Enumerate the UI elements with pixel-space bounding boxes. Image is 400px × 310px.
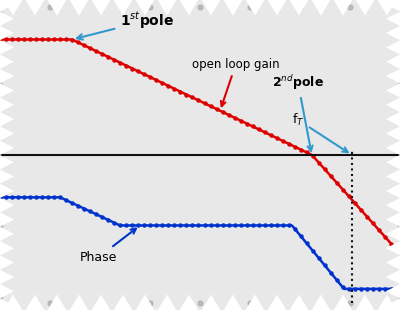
Polygon shape [0, 198, 14, 212]
Polygon shape [310, 0, 332, 16]
Polygon shape [222, 294, 244, 310]
Polygon shape [386, 126, 400, 141]
Polygon shape [386, 55, 400, 69]
Polygon shape [398, 294, 400, 310]
Polygon shape [386, 270, 400, 284]
Polygon shape [156, 294, 178, 310]
Polygon shape [200, 294, 222, 310]
Polygon shape [0, 26, 14, 40]
Polygon shape [0, 11, 14, 26]
Polygon shape [386, 212, 400, 227]
Text: Phase: Phase [80, 228, 136, 264]
Polygon shape [0, 169, 14, 184]
Polygon shape [376, 0, 398, 16]
Polygon shape [386, 198, 400, 212]
Polygon shape [386, 299, 400, 310]
Polygon shape [386, 169, 400, 184]
Polygon shape [0, 294, 2, 310]
Text: open loop gain: open loop gain [192, 58, 280, 106]
Text: 2$^{nd}$pole: 2$^{nd}$pole [272, 73, 324, 151]
Polygon shape [386, 69, 400, 83]
Polygon shape [134, 294, 156, 310]
Polygon shape [244, 294, 266, 310]
Polygon shape [376, 294, 398, 310]
Polygon shape [112, 294, 134, 310]
Polygon shape [386, 83, 400, 98]
Polygon shape [112, 0, 134, 16]
Polygon shape [24, 294, 46, 310]
Polygon shape [288, 0, 310, 16]
Polygon shape [244, 0, 266, 16]
Polygon shape [386, 11, 400, 26]
Polygon shape [0, 141, 14, 155]
Polygon shape [0, 112, 14, 126]
Polygon shape [90, 294, 112, 310]
Polygon shape [0, 212, 14, 227]
Polygon shape [386, 227, 400, 241]
Polygon shape [386, 255, 400, 270]
Polygon shape [386, 26, 400, 40]
Polygon shape [386, 112, 400, 126]
Polygon shape [0, 241, 14, 255]
Polygon shape [0, 155, 14, 169]
Polygon shape [332, 0, 354, 16]
Polygon shape [178, 294, 200, 310]
Text: f$_T$: f$_T$ [292, 112, 348, 152]
Polygon shape [68, 294, 90, 310]
Polygon shape [200, 0, 222, 16]
Polygon shape [0, 299, 14, 310]
Polygon shape [178, 0, 200, 16]
Polygon shape [0, 270, 14, 284]
Polygon shape [386, 141, 400, 155]
Polygon shape [0, 184, 14, 198]
Polygon shape [386, 98, 400, 112]
Polygon shape [386, 40, 400, 55]
Polygon shape [24, 0, 46, 16]
Polygon shape [0, 284, 14, 299]
Text: 1$^{st}$pole: 1$^{st}$pole [77, 10, 174, 40]
Polygon shape [46, 0, 68, 16]
Polygon shape [0, 55, 14, 69]
Polygon shape [0, 83, 14, 98]
Polygon shape [222, 0, 244, 16]
Polygon shape [46, 294, 68, 310]
Polygon shape [0, 0, 14, 11]
Polygon shape [134, 0, 156, 16]
Polygon shape [386, 184, 400, 198]
Polygon shape [0, 98, 14, 112]
Polygon shape [0, 0, 2, 16]
Polygon shape [310, 294, 332, 310]
Polygon shape [354, 294, 376, 310]
Polygon shape [288, 294, 310, 310]
Polygon shape [0, 126, 14, 141]
Polygon shape [0, 227, 14, 241]
Polygon shape [386, 0, 400, 11]
Polygon shape [0, 255, 14, 270]
Polygon shape [266, 0, 288, 16]
Polygon shape [386, 284, 400, 299]
Polygon shape [332, 294, 354, 310]
Polygon shape [386, 241, 400, 255]
Polygon shape [0, 40, 14, 55]
Polygon shape [156, 0, 178, 16]
Polygon shape [398, 0, 400, 16]
Polygon shape [386, 155, 400, 169]
Polygon shape [2, 294, 24, 310]
Polygon shape [266, 294, 288, 310]
Polygon shape [354, 0, 376, 16]
Polygon shape [68, 0, 90, 16]
Polygon shape [2, 0, 24, 16]
Polygon shape [90, 0, 112, 16]
Polygon shape [0, 69, 14, 83]
